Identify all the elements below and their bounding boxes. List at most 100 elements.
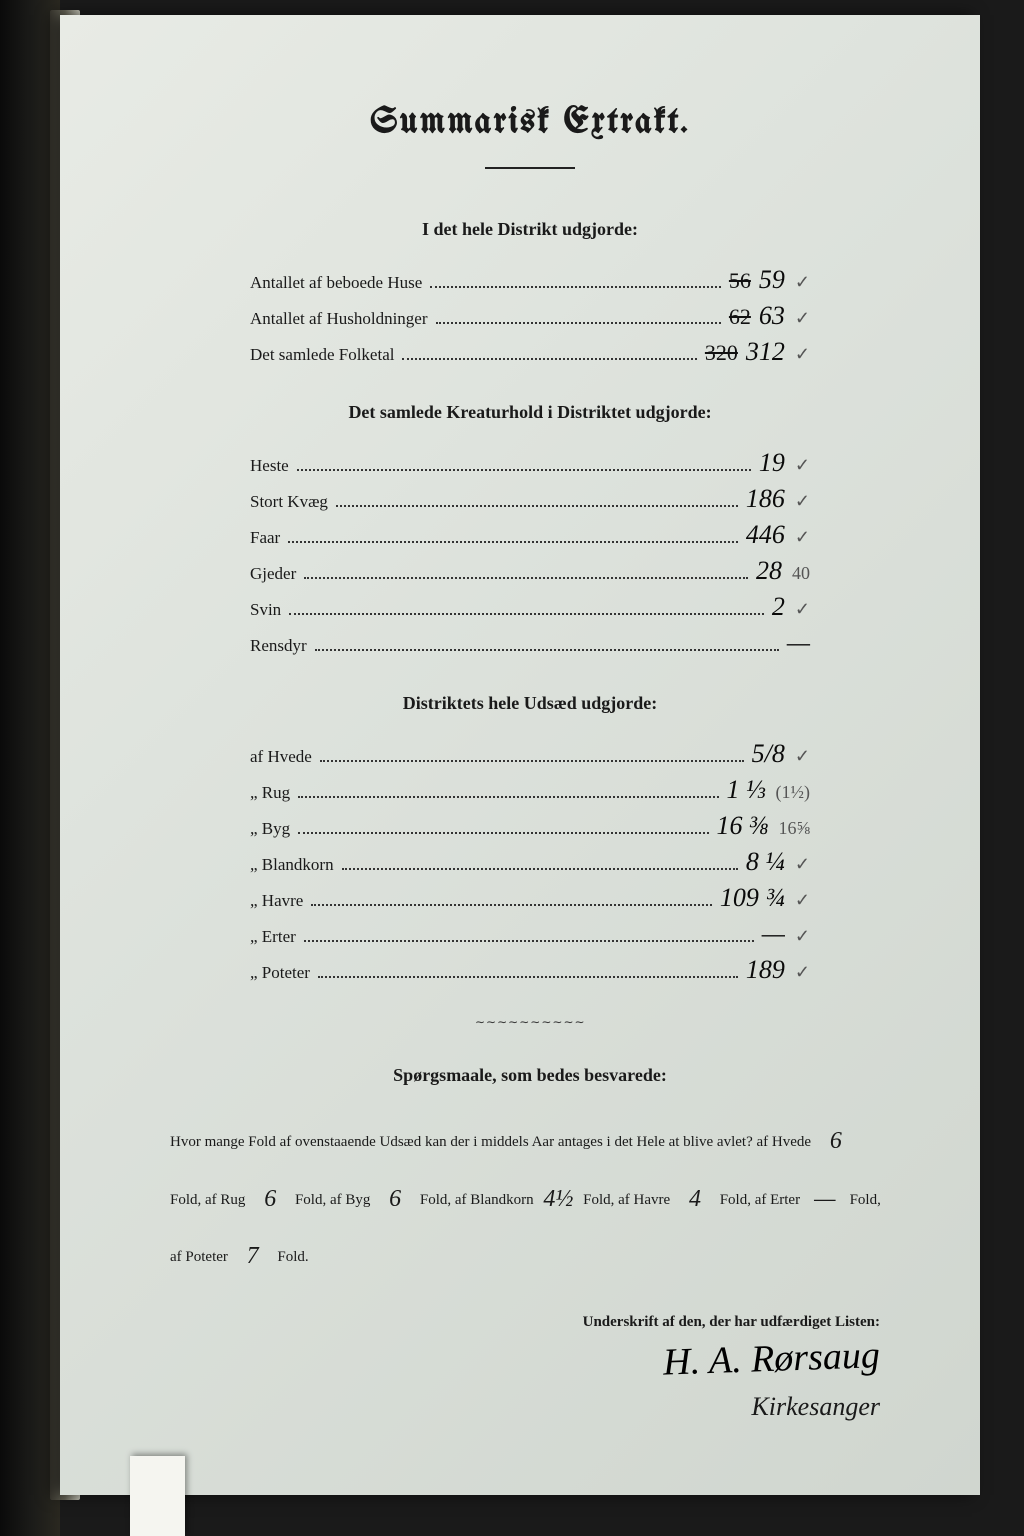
question-body: Hvor mange Fold af ovenstaaende Udsæd ka…	[170, 1111, 890, 1284]
row-label: „ Blandkorn	[250, 855, 334, 875]
handwritten-value: 109 ¾	[720, 883, 785, 913]
title-underline	[485, 167, 575, 169]
row-label: af Hvede	[250, 747, 312, 767]
handwritten-value: 59	[759, 265, 785, 295]
section2-heading: Det samlede Kreaturhold i Distriktet udg…	[140, 402, 920, 423]
paper-clip	[130, 1456, 185, 1536]
question-intro: Hvor mange Fold af ovenstaaende Udsæd ka…	[170, 1134, 753, 1150]
row-label: Heste	[250, 456, 289, 476]
data-row: „ Havre109 ¾✓	[250, 883, 810, 913]
handwritten-value: 189	[746, 955, 785, 985]
row-label: Det samlede Folketal	[250, 345, 394, 365]
handwritten-value: 5/8	[752, 739, 785, 769]
row-label: Antallet af Husholdninger	[250, 309, 428, 329]
handwritten-value: 312	[746, 337, 785, 367]
leader-dots	[436, 322, 721, 324]
margin-note: ✓	[795, 746, 810, 767]
margin-note: ✓	[795, 344, 810, 365]
data-row: Gjeder 28 40	[250, 556, 810, 586]
section3-heading: Distriktets hele Udsæd udgjorde:	[140, 693, 920, 714]
q-suffix: Fold,	[583, 1192, 614, 1208]
q-label: af Erter	[755, 1192, 800, 1208]
row-label: „ Byg	[250, 819, 290, 839]
leader-dots	[289, 613, 764, 615]
leader-dots	[298, 796, 718, 798]
row-label: „ Havre	[250, 891, 303, 911]
margin-note: ✓	[795, 455, 810, 476]
margin-note: ✓	[795, 491, 810, 512]
struck-value: 56	[729, 268, 751, 294]
handwritten-value: 19	[759, 448, 785, 478]
margin-note: ✓	[795, 854, 810, 875]
handwritten-value: —	[787, 628, 810, 658]
question-heading: Spørgsmaale, som bedes besvarede:	[140, 1065, 920, 1086]
margin-note: ✓	[795, 962, 810, 983]
data-row: „ Poteter 189 ✓	[250, 955, 810, 985]
leader-dots	[342, 868, 738, 870]
q-suffix: Fold.	[277, 1249, 308, 1265]
data-row: af Hvede 5/8 ✓	[250, 739, 810, 769]
leader-dots	[402, 358, 696, 360]
q-value: —	[804, 1171, 846, 1229]
signature-block: Underskrift af den, der har udfærdiget L…	[140, 1314, 880, 1422]
row-label: „ Rug	[250, 783, 290, 803]
data-row: Antallet af Husholdninger 62 63 ✓	[250, 301, 810, 331]
margin-note: ✓	[795, 599, 810, 620]
struck-value: 320	[705, 340, 738, 366]
q-value: 6	[249, 1171, 291, 1229]
q-value: 6	[815, 1113, 857, 1171]
leader-dots	[297, 469, 751, 471]
q-suffix: Fold,	[850, 1192, 881, 1208]
leader-dots	[288, 541, 738, 543]
q-value: 4	[674, 1171, 716, 1229]
margin-note: ✓	[795, 926, 810, 947]
data-row: Rensdyr —	[250, 628, 810, 658]
handwritten-value: 186	[746, 484, 785, 514]
margin-note: 16⅝	[779, 818, 811, 839]
data-row: Antallet af beboede Huse 56 59 ✓	[250, 265, 810, 295]
data-row: „ Erter—✓	[250, 919, 810, 949]
handwritten-value: 28	[756, 556, 782, 586]
section1-rows: Antallet af beboede Huse5659✓Antallet af…	[250, 265, 810, 367]
q-value: 4½	[537, 1171, 579, 1229]
data-row: Stort Kvæg 186 ✓	[250, 484, 810, 514]
page-title: Summarisk Extrakt.	[140, 105, 920, 142]
signature-label: Underskrift af den, der har udfærdiget L…	[140, 1314, 880, 1331]
row-label: Stort Kvæg	[250, 492, 328, 512]
q-label: af Blandkorn	[455, 1192, 534, 1208]
divider: ∼∼∼∼∼∼∼∼∼∼	[475, 1015, 585, 1030]
row-label: Faar	[250, 528, 280, 548]
struck-value: 62	[729, 304, 751, 330]
q-value: 7	[232, 1228, 274, 1286]
data-row: Heste 19 ✓	[250, 448, 810, 478]
data-row: Faar 446 ✓	[250, 520, 810, 550]
data-row: „ Blandkorn8 ¼✓	[250, 847, 810, 877]
document-page: Summarisk Extrakt. I det hele Distrikt u…	[60, 15, 980, 1495]
q-label: af Poteter	[170, 1249, 228, 1265]
margin-note: ✓	[795, 272, 810, 293]
leader-dots	[430, 286, 721, 288]
handwritten-value: 63	[759, 301, 785, 331]
row-label: Gjeder	[250, 564, 296, 584]
margin-note: (1½)	[776, 782, 811, 803]
handwritten-value: 2	[772, 592, 785, 622]
margin-note: 40	[792, 563, 810, 584]
q-suffix: Fold,	[720, 1192, 751, 1208]
leader-dots	[304, 940, 754, 942]
margin-note: ✓	[795, 308, 810, 329]
q-label: af Byg	[330, 1192, 370, 1208]
leader-dots	[318, 976, 738, 978]
q-label: af Rug	[205, 1192, 245, 1208]
row-label: Rensdyr	[250, 636, 307, 656]
handwritten-value: 446	[746, 520, 785, 550]
q-suffix: Fold,	[420, 1192, 451, 1208]
handwritten-value: —	[762, 919, 785, 949]
data-row: Svin 2 ✓	[250, 592, 810, 622]
q-suffix: Fold,	[295, 1192, 326, 1208]
handwritten-value: 16 ⅜	[717, 811, 769, 841]
margin-note: ✓	[795, 527, 810, 548]
row-label: „ Poteter	[250, 963, 310, 983]
section3-rows: af Hvede5/8✓„ Rug1 ⅓(1½)„ Byg16 ⅜16⅝„ Bl…	[250, 739, 810, 985]
row-label: Svin	[250, 600, 281, 620]
row-label: Antallet af beboede Huse	[250, 273, 422, 293]
